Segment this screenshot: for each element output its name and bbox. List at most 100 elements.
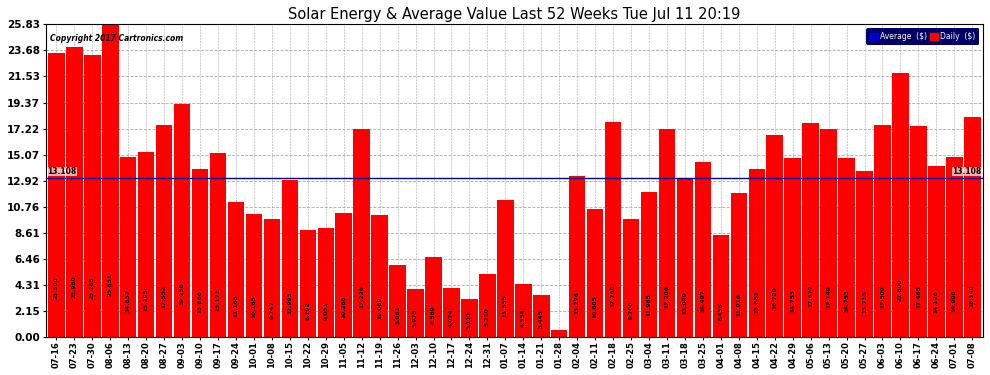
Text: 17.226: 17.226	[359, 285, 364, 308]
Text: 11.163: 11.163	[234, 294, 239, 317]
Bar	[856, 171, 873, 337]
Bar	[138, 152, 154, 337]
Text: 3.445: 3.445	[539, 309, 544, 328]
Bar	[336, 213, 352, 337]
Bar	[946, 156, 962, 337]
Text: 5.210: 5.210	[485, 307, 490, 326]
Text: 8.792: 8.792	[305, 302, 310, 320]
Text: 4.354: 4.354	[521, 308, 526, 327]
Text: 9.747: 9.747	[269, 300, 274, 319]
Bar	[892, 73, 909, 337]
Bar	[964, 117, 980, 337]
Text: Copyright 2017 Cartronics.com: Copyright 2017 Cartronics.com	[50, 34, 183, 43]
Bar	[713, 235, 729, 337]
Text: 14.497: 14.497	[700, 290, 706, 312]
Text: 3.975: 3.975	[413, 309, 418, 327]
Bar	[766, 135, 783, 337]
Bar	[192, 169, 208, 337]
Bar	[658, 129, 675, 337]
Text: 4.074: 4.074	[449, 309, 454, 327]
Text: 17.149: 17.149	[826, 285, 832, 308]
Bar	[66, 47, 82, 337]
Text: 17.465: 17.465	[916, 285, 921, 308]
Text: 9.700: 9.700	[629, 301, 634, 319]
Text: 17.206: 17.206	[664, 285, 669, 308]
Bar	[263, 219, 280, 337]
Bar	[587, 209, 604, 337]
Text: 23.500: 23.500	[53, 276, 58, 299]
Bar	[533, 295, 549, 337]
Bar	[389, 265, 406, 337]
Bar	[246, 214, 262, 337]
Bar	[84, 55, 101, 337]
Bar	[371, 215, 388, 337]
Bar	[461, 299, 478, 337]
Text: 13.029: 13.029	[682, 292, 687, 314]
Text: 13.882: 13.882	[754, 290, 759, 313]
Bar	[318, 228, 334, 337]
Text: 10.069: 10.069	[377, 296, 382, 318]
Bar	[569, 176, 585, 337]
Text: 13.108: 13.108	[48, 168, 76, 177]
Text: 25.831: 25.831	[108, 273, 113, 296]
Text: 17.509: 17.509	[880, 285, 885, 308]
Text: 12.993: 12.993	[287, 292, 292, 314]
Text: 3.111: 3.111	[467, 310, 472, 328]
Text: 15.295: 15.295	[144, 288, 148, 311]
Bar	[407, 289, 424, 337]
Title: Solar Energy & Average Value Last 52 Weeks Tue Jul 11 20:19: Solar Energy & Average Value Last 52 Wee…	[288, 7, 741, 22]
Text: 14.126: 14.126	[934, 290, 939, 313]
Text: 13.276: 13.276	[574, 291, 580, 314]
Text: 13.108: 13.108	[952, 168, 981, 177]
Bar	[515, 284, 532, 337]
Text: 11.335: 11.335	[503, 294, 508, 317]
Text: 10.605: 10.605	[593, 295, 598, 318]
Bar	[677, 179, 693, 337]
Bar	[174, 104, 190, 337]
Bar	[102, 24, 119, 337]
Bar	[444, 288, 459, 337]
Text: 10.268: 10.268	[342, 296, 346, 318]
Text: 16.720: 16.720	[772, 286, 777, 309]
Text: 17.760: 17.760	[611, 285, 616, 308]
Bar	[426, 257, 442, 337]
Text: 14.908: 14.908	[951, 289, 956, 312]
Text: 18.140: 18.140	[970, 284, 975, 307]
Text: 15.171: 15.171	[216, 288, 221, 311]
Bar	[605, 122, 622, 337]
Text: 14.753: 14.753	[790, 289, 795, 312]
Text: 9.031: 9.031	[324, 302, 329, 320]
Bar	[839, 158, 854, 337]
Text: 10.185: 10.185	[251, 296, 256, 318]
Text: 11.965: 11.965	[646, 293, 651, 316]
Bar	[210, 153, 227, 337]
Bar	[821, 129, 837, 337]
Bar	[155, 124, 172, 337]
Bar	[695, 162, 711, 337]
Text: 23.980: 23.980	[72, 276, 77, 298]
Bar	[731, 193, 747, 337]
Bar	[120, 158, 137, 337]
Text: 6.569: 6.569	[431, 305, 436, 324]
Text: 11.916: 11.916	[737, 293, 742, 316]
Bar	[874, 125, 891, 337]
Bar	[928, 166, 944, 337]
Text: 17.552: 17.552	[161, 285, 166, 308]
Text: 23.285: 23.285	[90, 276, 95, 299]
Bar	[228, 202, 245, 337]
Bar	[353, 129, 370, 337]
Bar	[784, 158, 801, 337]
Bar	[748, 169, 765, 337]
Text: 19.236: 19.236	[179, 282, 184, 305]
Text: 8.436: 8.436	[719, 302, 724, 321]
Text: 13.866: 13.866	[198, 290, 203, 313]
Text: 5.961: 5.961	[395, 306, 400, 324]
Legend: Average  ($), Daily  ($): Average ($), Daily ($)	[866, 28, 979, 45]
Text: 14.837: 14.837	[126, 289, 131, 312]
Bar	[300, 231, 316, 337]
Text: 14.753: 14.753	[844, 289, 849, 312]
Bar	[497, 200, 514, 337]
Text: 17.677: 17.677	[808, 285, 813, 308]
Bar	[49, 53, 64, 337]
Bar	[641, 192, 657, 337]
